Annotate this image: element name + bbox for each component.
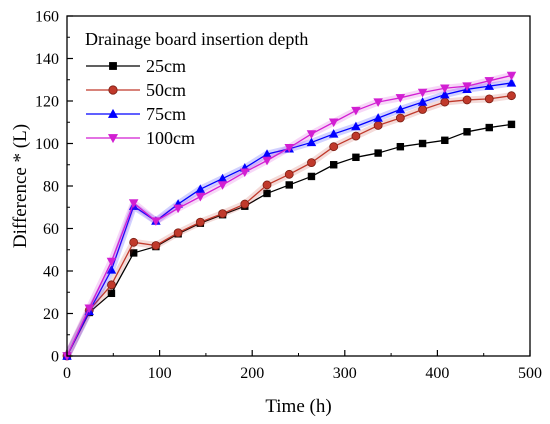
series-50cm-point	[440, 97, 450, 107]
series-25cm-point	[374, 149, 382, 157]
series-50cm-point	[395, 113, 405, 123]
series-75cm-point	[484, 81, 495, 90]
series-50cm-point	[507, 91, 516, 101]
series-100cm-point	[328, 118, 339, 128]
series-25cm-point	[107, 289, 116, 298]
x-tick-label: 200	[240, 365, 264, 382]
series-100cm-point	[373, 98, 383, 107]
y-tick-label: 80	[43, 179, 59, 196]
series-50cm-point	[107, 280, 116, 290]
series-100cm-point	[240, 168, 250, 178]
series-50cm-point	[240, 199, 250, 209]
legend-title: Drainage board insertion depth	[85, 29, 308, 49]
series-100cm-point	[417, 88, 428, 98]
legend-50cm-label: 50cm	[146, 80, 186, 100]
legend-25cm-label: 25cm	[146, 56, 186, 76]
series-50cm-point	[418, 105, 427, 114]
series-50cm-point	[195, 217, 205, 227]
series-75cm-band	[63, 79, 515, 360]
series-75cm-point	[417, 97, 428, 106]
series-100cm-point	[351, 106, 361, 116]
x-axis-title: Time (h)	[265, 396, 331, 417]
series-100cm-point	[217, 181, 228, 190]
series-100cm-point	[484, 77, 495, 86]
x-tick-label: 100	[148, 365, 172, 382]
series-25cm-point	[329, 161, 338, 169]
series-50cm-point	[151, 241, 161, 250]
y-tick-label: 0	[51, 349, 59, 366]
series-50cm-point	[329, 142, 339, 152]
series-25cm-point	[418, 139, 427, 148]
series-100cm-point	[462, 82, 472, 91]
series-25cm-point	[485, 123, 493, 132]
series-75cm-point	[373, 113, 383, 122]
series-25cm-point	[263, 189, 271, 198]
series-50cm-point	[484, 94, 494, 104]
series-25cm-point	[307, 172, 316, 181]
y-tick-label: 140	[35, 51, 59, 68]
y-tick-label: 120	[35, 94, 59, 111]
x-tick-label: 500	[518, 365, 542, 382]
legend-75cm-marker	[107, 108, 119, 118]
y-tick-label: 40	[43, 264, 59, 281]
series-75cm-point	[306, 137, 317, 147]
series-100cm-point	[106, 257, 117, 267]
series-75cm-point	[506, 78, 517, 87]
legend-75cm-label: 75cm	[146, 104, 186, 124]
y-tick-label: 100	[35, 136, 59, 153]
series-100cm-point	[306, 130, 317, 139]
series-75cm-line	[66, 82, 512, 357]
legend-25cm-marker	[109, 62, 117, 70]
axes: 0 100 200 300 400 500 0 20 40 60 80 100 120 140 160	[35, 9, 542, 383]
series-100cm-point	[128, 199, 139, 208]
series-75cm-point	[106, 265, 117, 274]
series-25cm-point	[507, 120, 516, 129]
plot-area	[62, 71, 517, 361]
series-25cm-point	[396, 142, 405, 151]
series-50cm-point	[262, 180, 272, 190]
series-75cm-point	[328, 129, 339, 138]
series-50cm-point	[307, 158, 316, 168]
y-tick-label: 160	[35, 9, 59, 26]
series-50cm-point	[129, 237, 139, 247]
series-75cm-point	[440, 89, 450, 99]
legend-100cm-marker	[107, 134, 119, 144]
series-100cm-point	[506, 71, 517, 81]
legend-50cm-marker	[108, 85, 118, 95]
legend-100cm-label: 100cm	[146, 128, 195, 148]
series-75cm-point	[351, 121, 361, 131]
series-25cm-point	[463, 128, 471, 136]
y-tick-label: 20	[43, 306, 59, 323]
series-50cm-point	[351, 131, 361, 141]
y-axis-title: Difference * (L)	[10, 124, 31, 248]
series-50cm-band	[63, 92, 515, 360]
series-100cm-point	[151, 217, 161, 226]
plot-frame	[66, 15, 531, 357]
series-75cm-point	[395, 104, 406, 114]
series-50cm-point	[462, 95, 472, 105]
series-100cm-point	[440, 84, 450, 94]
series-100cm-point	[173, 204, 183, 214]
series-25cm-point	[352, 153, 360, 162]
y-tick-label: 60	[43, 221, 59, 238]
series-50cm-point	[218, 209, 227, 219]
series-100cm-point	[195, 192, 206, 202]
series-25cm-point	[129, 249, 138, 257]
x-tick-label: 300	[333, 365, 357, 382]
series-25cm-point	[285, 181, 293, 189]
x-tick-label: 0	[63, 365, 71, 382]
series-25cm-point	[441, 136, 449, 145]
series-100cm-point	[284, 144, 294, 153]
series-100cm-point	[84, 304, 94, 314]
series-75cm-point	[195, 184, 206, 193]
series-50cm-line	[66, 95, 512, 357]
legend: Drainage board insertion depth 25cm 50cm 7…	[85, 29, 308, 148]
x-tick-label: 400	[425, 365, 449, 382]
series-50cm-point	[173, 228, 183, 238]
series-100cm-point	[262, 156, 272, 166]
series-50cm-point	[284, 169, 294, 179]
series-100cm-point	[395, 94, 406, 103]
